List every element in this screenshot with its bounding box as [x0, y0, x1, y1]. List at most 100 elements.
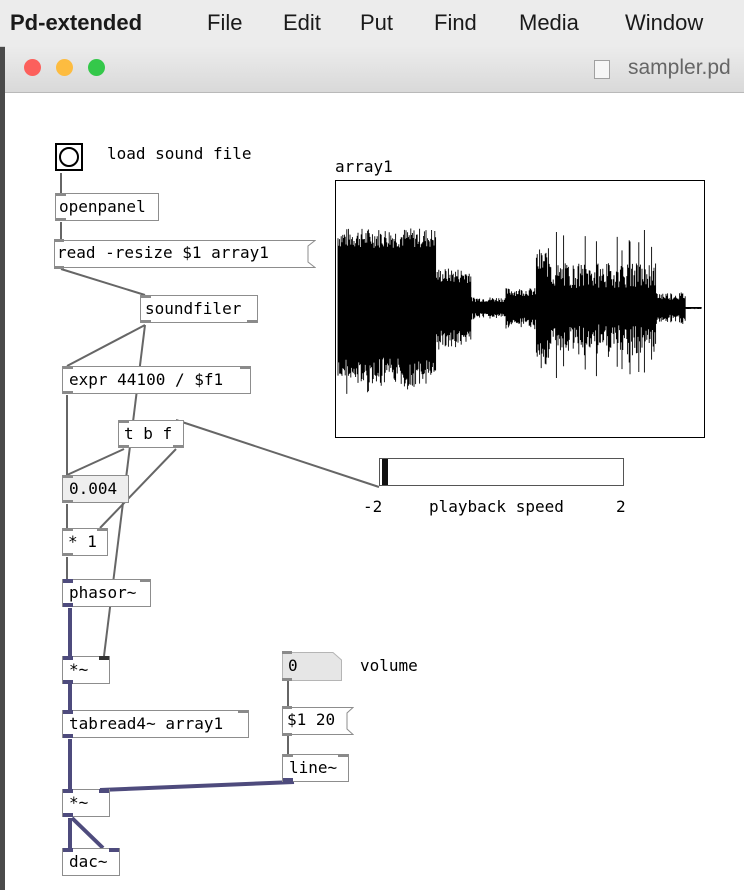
array-name-label: array1	[335, 157, 393, 176]
menu-put[interactable]: Put	[360, 10, 394, 35]
soundfiler-text: soundfiler	[145, 299, 242, 318]
soundfiler-object[interactable]: soundfiler	[140, 295, 258, 323]
outlet	[63, 391, 73, 394]
menu-media[interactable]: Media	[519, 10, 579, 35]
menu-window[interactable]: Window	[625, 10, 704, 35]
cord-trigger-slider	[175, 419, 380, 488]
inlet-left	[63, 366, 73, 369]
inlet	[282, 706, 292, 709]
volume-message-text: $1 20	[287, 710, 336, 729]
inlet-right	[240, 366, 250, 369]
inlet-left	[63, 528, 73, 531]
tabread-object[interactable]: tabread4~ array1	[62, 710, 249, 738]
signal-inlet-right	[99, 789, 109, 793]
menu-find[interactable]: Find	[434, 10, 477, 35]
waveform-trace	[337, 228, 702, 394]
inlet	[63, 475, 73, 478]
signal-inlet	[63, 579, 73, 583]
signal-outlet	[63, 734, 73, 738]
inlet-right	[140, 579, 150, 582]
signal-cord-line-sigmul	[99, 780, 295, 792]
volume-number-box[interactable]: 0	[282, 651, 342, 681]
expr-object[interactable]: expr 44100 / $f1	[62, 366, 251, 394]
inlet	[119, 420, 129, 423]
outlet	[54, 266, 64, 269]
cord-trigger-number	[66, 448, 125, 476]
signal-outlet	[283, 778, 293, 782]
signal-multiply-object-1[interactable]: *~	[62, 656, 110, 684]
signal-outlet	[63, 680, 73, 684]
window-titlebar: sampler.pd	[5, 46, 744, 93]
line-object[interactable]: line~	[282, 754, 349, 782]
bang-circle-icon	[59, 147, 79, 167]
tabread-text: tabread4~ array1	[69, 714, 224, 733]
volume-number-value: 0	[288, 656, 298, 675]
minimize-window-button[interactable]	[56, 59, 73, 76]
cord-soundfiler-expr	[66, 324, 146, 367]
number-box-outline	[282, 652, 342, 681]
volume-label: volume	[360, 656, 418, 675]
inlet-right	[338, 754, 348, 757]
cord-trigger-multiply	[99, 448, 177, 529]
outlet	[63, 500, 73, 503]
menu-app-name[interactable]: Pd-extended	[10, 10, 143, 35]
signal-inlet-right	[109, 848, 119, 852]
inlet-right	[99, 656, 109, 660]
signal-inlet-left	[63, 848, 73, 852]
menu-bar: Pd-extended File Edit Put Find Media Win…	[0, 0, 744, 47]
outlet-right	[173, 445, 183, 448]
close-window-button[interactable]	[24, 59, 41, 76]
playback-speed-slider[interactable]	[379, 458, 624, 486]
signal-outlet	[63, 813, 73, 817]
signal-outlet	[63, 603, 73, 607]
signal-cord-sigmul-dac-right	[70, 816, 105, 850]
cord-read-soundfiler	[60, 268, 146, 296]
inlet	[141, 295, 151, 298]
number-box-rate[interactable]: 0.004	[62, 475, 129, 503]
background-window-edge	[0, 46, 5, 890]
dac-text: dac~	[69, 852, 108, 871]
multiply-text: * 1	[68, 532, 97, 551]
signal-inlet	[63, 656, 73, 660]
outlet-left	[119, 445, 129, 448]
signal-multiply-text-2: *~	[69, 793, 89, 812]
zoom-window-button[interactable]	[88, 59, 105, 76]
outlet	[282, 733, 292, 736]
inlet-right	[97, 528, 107, 531]
signal-multiply-object-2[interactable]: *~	[62, 789, 110, 817]
outlet-left	[141, 320, 151, 323]
multiply-object[interactable]: * 1	[62, 528, 108, 556]
outlet	[63, 553, 73, 556]
slider-knob[interactable]	[382, 459, 388, 485]
signal-multiply-text-1: *~	[69, 660, 89, 679]
load-bang-button[interactable]	[55, 143, 83, 171]
document-icon	[594, 60, 610, 79]
signal-inlet	[63, 710, 73, 714]
array-graph[interactable]	[335, 180, 705, 438]
line-text: line~	[289, 758, 338, 777]
inlet	[56, 193, 66, 196]
menu-file[interactable]: File	[207, 10, 243, 35]
openpanel-object[interactable]: openpanel	[55, 193, 159, 221]
signal-inlet	[63, 789, 73, 793]
patch-canvas[interactable]: load sound file openpanel read -resize $…	[5, 93, 744, 890]
phasor-object[interactable]: phasor~	[62, 579, 151, 607]
outlet-right	[247, 320, 257, 323]
expr-text: expr 44100 / $f1	[69, 370, 224, 389]
read-message-box[interactable]: read -resize $1 array1	[54, 239, 316, 269]
inlet-left	[283, 754, 293, 757]
inlet-right	[238, 710, 248, 713]
trigger-text: t b f	[124, 424, 173, 443]
inlet	[282, 651, 292, 654]
menu-edit[interactable]: Edit	[283, 10, 321, 35]
outlet	[282, 678, 292, 681]
outlet	[56, 218, 66, 221]
number-box-rate-value: 0.004	[69, 479, 118, 498]
dac-object[interactable]: dac~	[62, 848, 120, 876]
bang-label: load sound file	[107, 144, 252, 163]
waveform-plot	[337, 228, 702, 394]
trigger-object[interactable]: t b f	[118, 420, 184, 448]
openpanel-text: openpanel	[59, 197, 146, 216]
read-message-text: read -resize $1 array1	[57, 243, 269, 262]
volume-message-box[interactable]: $1 20	[282, 706, 354, 736]
